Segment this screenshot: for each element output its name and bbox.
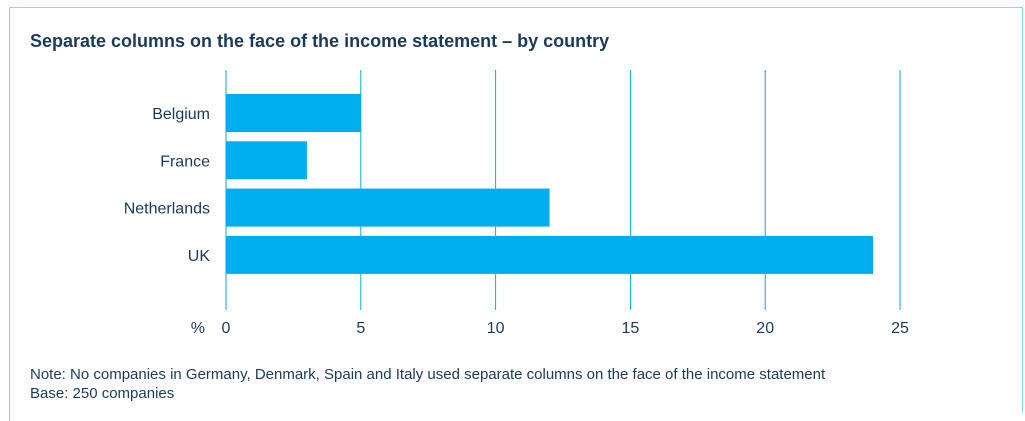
chart-title: Separate columns on the face of the inco… bbox=[30, 31, 610, 51]
base-text: Base: 250 companies bbox=[30, 385, 175, 402]
x-unit-label: % bbox=[191, 320, 205, 337]
x-tick-label-20: 20 bbox=[756, 320, 774, 337]
x-tick-label-15: 15 bbox=[622, 320, 640, 337]
category-label-belgium: Belgium bbox=[152, 106, 210, 123]
x-tick-label-5: 5 bbox=[356, 320, 365, 337]
chart-frame bbox=[9, 7, 1023, 413]
bar-belgium bbox=[226, 94, 361, 132]
bars bbox=[226, 94, 874, 274]
x-tick-label-0: 0 bbox=[222, 320, 231, 337]
chart-notes: Note: No companies in Germany, Denmark, … bbox=[30, 365, 825, 403]
category-label-netherlands: Netherlands bbox=[124, 201, 210, 218]
bar-uk bbox=[226, 235, 874, 274]
category-label-uk: UK bbox=[188, 248, 211, 265]
bar-netherlands bbox=[226, 188, 550, 227]
x-tick-label-25: 25 bbox=[891, 320, 909, 337]
frame-stub bbox=[9, 405, 10, 421]
x-tick-label-10: 10 bbox=[487, 320, 505, 337]
category-labels: Belgium France Netherlands UK bbox=[124, 106, 211, 265]
x-tick-labels: 0 5 10 15 20 25 bbox=[222, 320, 909, 337]
category-label-france: France bbox=[160, 153, 210, 170]
bar-france bbox=[226, 141, 307, 180]
note-text: Note: No companies in Germany, Denmark, … bbox=[30, 366, 826, 383]
